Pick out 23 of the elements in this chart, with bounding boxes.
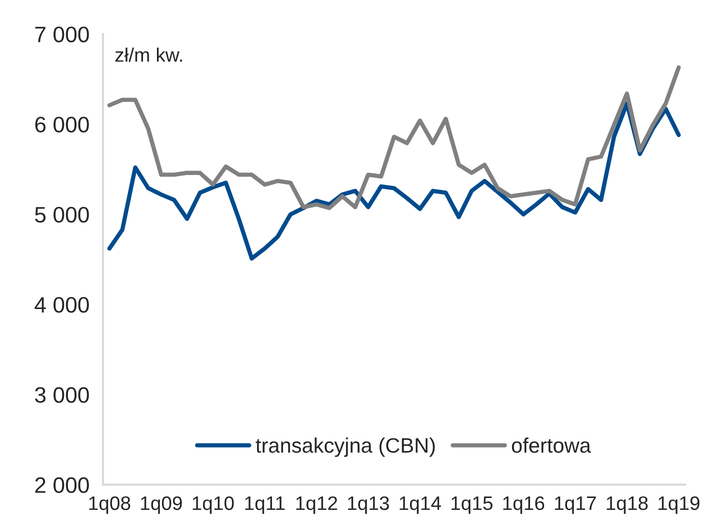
x-tick-label: 1q14 — [400, 496, 441, 514]
x-tick-label: 1q08 — [89, 496, 130, 514]
x-tick-label: 1q10 — [192, 496, 234, 514]
legend-label: ofertowa — [512, 438, 591, 453]
x-tick-label: 1q11 — [245, 496, 285, 514]
y-tick-label: 4 000 — [34, 296, 89, 313]
x-tick-label: 1q09 — [141, 496, 182, 514]
y-tick-label: 2 000 — [35, 477, 89, 493]
line-series — [107, 65, 681, 210]
x-tick-label: 1q13 — [348, 496, 389, 514]
legend-label: transakcyjna (CBN) — [256, 438, 435, 457]
annotation: zł/m kw. — [115, 48, 182, 62]
y-tick-label: 6 000 — [35, 116, 89, 132]
line-series — [107, 101, 681, 261]
x-tick-label: 1q16 — [503, 496, 544, 514]
y-tick-label: 3 000 — [35, 387, 89, 403]
x-tick-label: 1q17 — [555, 496, 596, 514]
x-tick-label: 1q19 — [658, 496, 700, 514]
x-tick-label: 1q12 — [296, 496, 338, 514]
y-tick-label: 7 000 — [35, 26, 89, 42]
y-tick-label: 5 000 — [35, 206, 89, 223]
x-tick-label: 1q15 — [452, 496, 492, 514]
x-tick-label: 1q18 — [606, 496, 648, 514]
